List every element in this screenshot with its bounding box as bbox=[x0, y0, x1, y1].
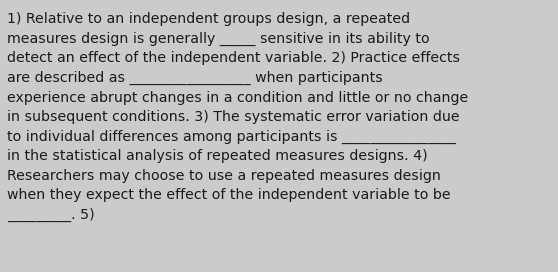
Text: 1) Relative to an independent groups design, a repeated
measures design is gener: 1) Relative to an independent groups des… bbox=[7, 12, 468, 222]
